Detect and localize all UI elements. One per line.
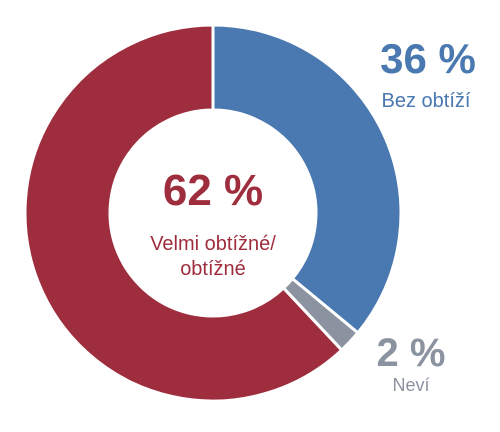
slices [23,23,403,403]
label-nevi-value: 2 % [377,331,446,375]
label-nevi-name: Neví [392,375,429,395]
center-label-line2: obtížné [180,258,246,280]
center-label-line1: Velmi obtížné/ [150,233,276,255]
slice-bez-obtíží [211,23,403,335]
center-value: 62 % [163,166,263,215]
label-bez-obtizi-value: 36 % [380,35,476,82]
label-bez-obtizi-name: Bez obtíží [382,90,471,112]
slice-velmi-obtížné-obtížné [23,23,344,403]
